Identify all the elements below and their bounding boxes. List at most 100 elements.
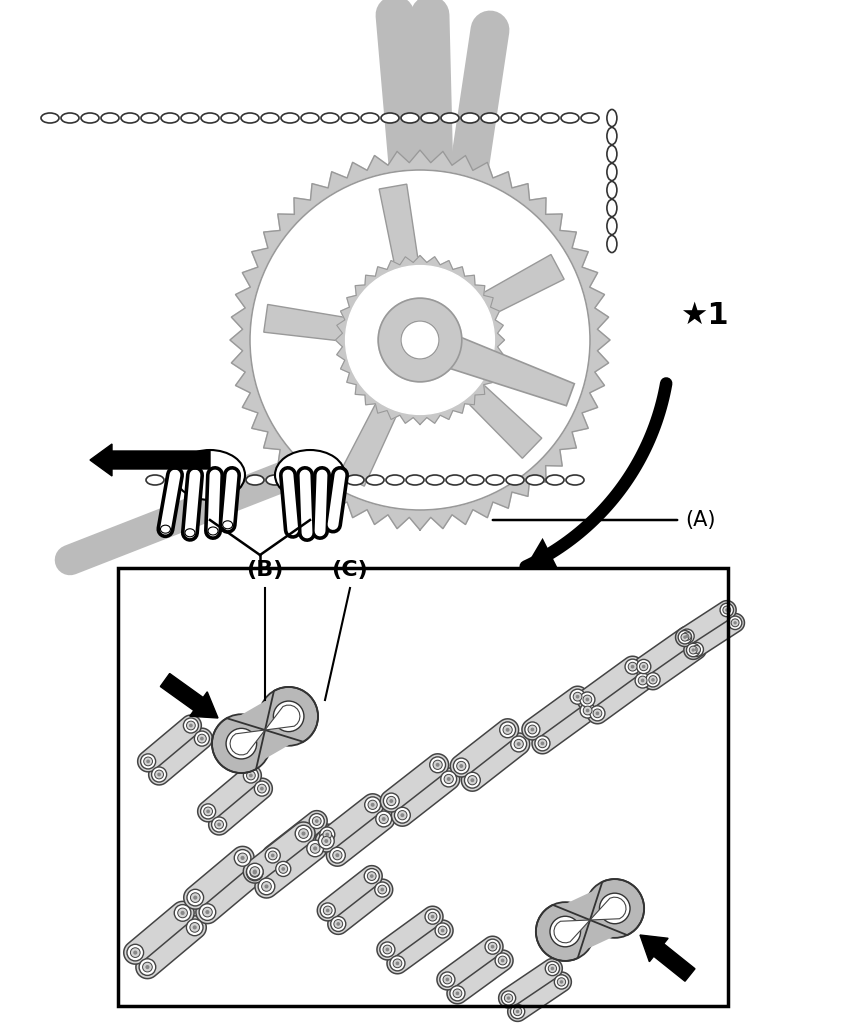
Circle shape [499, 722, 515, 738]
Circle shape [254, 781, 269, 796]
Polygon shape [414, 323, 574, 405]
Circle shape [630, 665, 634, 669]
Circle shape [312, 846, 316, 851]
FancyArrow shape [639, 935, 694, 981]
Circle shape [381, 817, 385, 821]
Circle shape [598, 894, 630, 923]
Circle shape [440, 972, 454, 987]
Bar [118, 568, 728, 1007]
Circle shape [637, 676, 647, 685]
Polygon shape [391, 768, 459, 826]
Circle shape [143, 962, 152, 972]
Circle shape [262, 881, 271, 892]
Circle shape [730, 619, 738, 627]
Polygon shape [387, 920, 452, 974]
Circle shape [376, 812, 391, 827]
Circle shape [335, 854, 339, 857]
Circle shape [449, 986, 464, 1000]
Polygon shape [498, 958, 561, 1008]
Circle shape [319, 827, 334, 842]
Circle shape [127, 944, 143, 961]
Polygon shape [450, 719, 518, 777]
Ellipse shape [221, 113, 239, 123]
Circle shape [502, 725, 511, 735]
Polygon shape [229, 695, 300, 765]
Circle shape [259, 687, 317, 746]
Circle shape [724, 608, 728, 611]
Polygon shape [461, 733, 529, 791]
Polygon shape [532, 700, 598, 754]
Circle shape [250, 868, 259, 877]
Circle shape [252, 870, 257, 874]
Circle shape [387, 796, 396, 805]
Circle shape [187, 721, 195, 729]
Polygon shape [138, 715, 201, 772]
Polygon shape [554, 885, 625, 954]
Circle shape [258, 878, 274, 895]
Circle shape [444, 775, 452, 784]
Ellipse shape [185, 528, 195, 537]
Circle shape [689, 642, 702, 657]
Circle shape [392, 959, 402, 968]
Circle shape [575, 695, 579, 699]
Circle shape [468, 776, 476, 785]
Ellipse shape [186, 475, 203, 485]
Circle shape [585, 879, 643, 938]
Circle shape [453, 758, 468, 774]
Ellipse shape [581, 113, 598, 123]
Polygon shape [633, 626, 696, 676]
Circle shape [504, 994, 512, 1002]
Circle shape [241, 856, 245, 860]
Circle shape [484, 939, 500, 954]
Circle shape [326, 909, 329, 912]
Circle shape [140, 754, 155, 768]
Circle shape [678, 630, 690, 644]
Circle shape [389, 799, 392, 803]
Ellipse shape [121, 113, 138, 123]
Circle shape [264, 884, 268, 889]
Ellipse shape [241, 113, 259, 123]
Circle shape [534, 736, 549, 751]
Polygon shape [554, 897, 625, 943]
Circle shape [728, 616, 741, 630]
Circle shape [257, 784, 266, 793]
Circle shape [212, 714, 270, 773]
Circle shape [394, 807, 410, 823]
Polygon shape [674, 600, 735, 646]
Polygon shape [183, 846, 254, 909]
Polygon shape [436, 936, 502, 990]
Circle shape [544, 961, 559, 976]
Text: (A): (A) [684, 510, 715, 530]
Ellipse shape [160, 525, 170, 534]
Circle shape [271, 854, 274, 858]
Circle shape [589, 706, 604, 721]
Circle shape [214, 820, 223, 829]
Ellipse shape [281, 113, 299, 123]
Polygon shape [255, 837, 327, 898]
Circle shape [295, 825, 311, 842]
Circle shape [488, 942, 496, 951]
Circle shape [446, 777, 450, 781]
Circle shape [174, 905, 191, 921]
Polygon shape [507, 972, 571, 1022]
Circle shape [378, 299, 462, 382]
Circle shape [383, 793, 398, 808]
Circle shape [130, 948, 140, 957]
Circle shape [570, 689, 584, 704]
Circle shape [459, 764, 463, 768]
Circle shape [365, 797, 380, 813]
Ellipse shape [201, 113, 219, 123]
Circle shape [719, 603, 733, 617]
Polygon shape [335, 255, 504, 425]
Ellipse shape [341, 113, 359, 123]
Circle shape [146, 759, 150, 763]
Circle shape [506, 996, 510, 1000]
Circle shape [298, 829, 308, 838]
Polygon shape [317, 866, 381, 921]
Circle shape [200, 804, 215, 819]
Circle shape [187, 919, 203, 936]
Polygon shape [522, 686, 587, 740]
Polygon shape [230, 705, 300, 755]
Circle shape [371, 802, 374, 806]
Circle shape [199, 904, 215, 920]
